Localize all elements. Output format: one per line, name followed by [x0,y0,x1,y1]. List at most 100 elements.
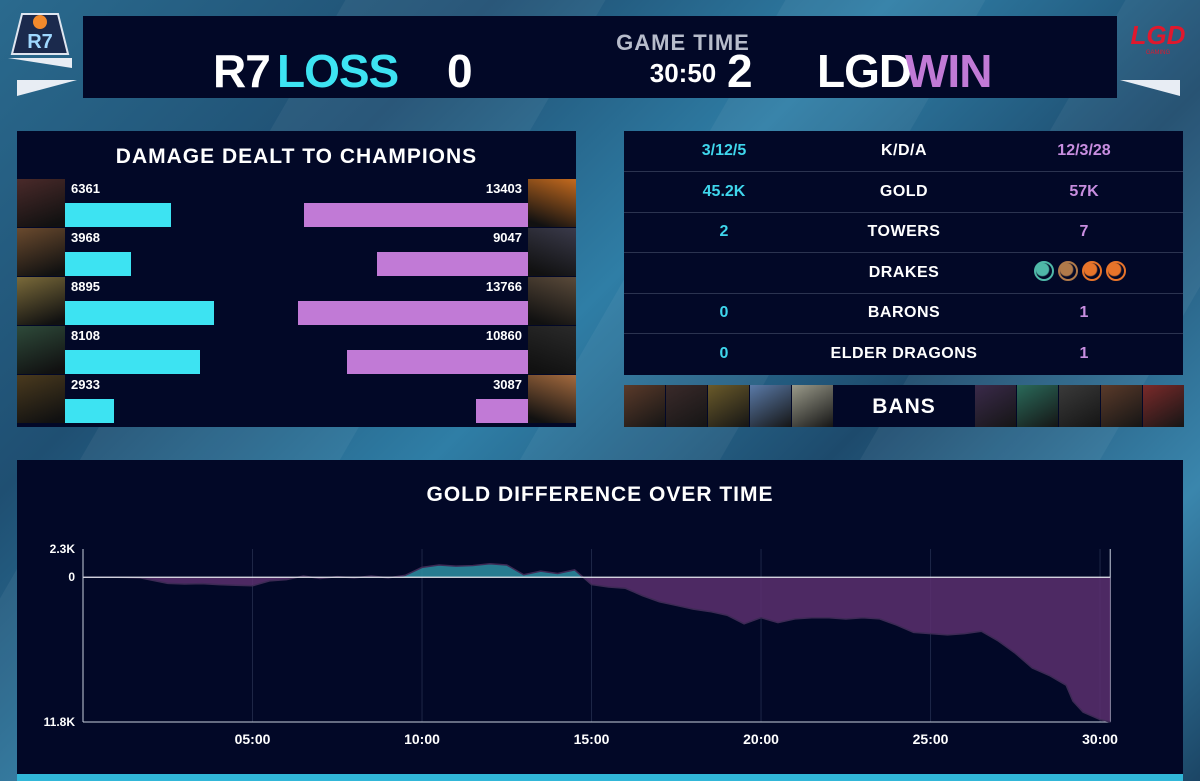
right-team-result: WIN [905,45,992,97]
header-right-notch [1120,80,1180,96]
damage-row: 2933 3087 [17,375,576,424]
infernal-drake-icon [1106,260,1126,281]
right-damage-value: 9047 [493,230,522,245]
damage-row: 3968 9047 [17,228,576,277]
gold-difference-chart: 2.3K 0 11.8K 05:00 10:00 15:00 20:00 25:00 30:00 [44,542,1119,747]
left-stat-value: 0 [719,304,729,322]
left-damage-bar [65,350,200,374]
champion-portrait-icon [17,326,65,375]
stat-label: DRAKES [868,263,940,281]
y-tick-label: 11.8K [44,715,76,729]
right-stat-value: 1 [1079,304,1089,322]
x-tick-label: 30:00 [1082,731,1118,747]
stat-label: TOWERS [867,223,941,241]
stat-row: 3/12/5 K/D/A 12/3/28 [624,131,1183,172]
left-damage-value: 6361 [71,181,100,196]
champion-portrait-icon [17,228,65,277]
damage-row: 8108 10860 [17,326,576,375]
left-damage-value: 2933 [71,377,100,392]
bans-label: BANS [872,395,936,418]
stat-row: 45.2K GOLD 57K [624,172,1183,213]
banned-champion-icon [666,385,707,427]
banned-champion-icon [624,385,665,427]
bottom-accent-strip [17,774,1183,781]
stat-label: BARONS [867,304,941,322]
right-damage-bar [347,350,528,374]
x-tick-label: 15:00 [574,731,610,747]
banned-champion-icon [792,385,833,427]
right-damage-bar [476,399,528,423]
x-tick-label: 25:00 [913,731,949,747]
right-team-name: LGD [817,45,912,97]
right-damage-value: 3087 [493,377,522,392]
banned-champion-icon [1101,385,1142,427]
game-time-label: GAME TIME [616,30,750,55]
gold-difference-line [83,562,1111,723]
banned-champion-icon [1143,385,1184,427]
right-stat-value: 12/3/28 [1057,142,1111,159]
damage-panel-title: DAMAGE DEALT TO CHAMPIONS [115,145,478,168]
left-damage-bar [65,399,114,423]
banned-champion-icon [708,385,749,427]
stat-row: 0 ELDER DRAGONS 1 [624,334,1183,374]
champion-portrait-icon [528,228,576,277]
lgd-logo-text: LGD [1131,20,1186,50]
left-stat-value: 45.2K [702,182,746,200]
champion-portrait-icon [528,277,576,326]
right-damage-bar [377,252,528,276]
champion-portrait-icon [528,375,576,424]
right-damage-value: 10860 [485,328,522,343]
banned-champion-icon [1059,385,1100,427]
champion-portrait-icon [17,179,65,228]
game-time-value: 30:50 [649,58,717,88]
right-stat-value: 57K [1069,182,1099,200]
stat-label: K/D/A [880,142,928,159]
champion-portrait-icon [17,277,65,326]
stat-row: 2 TOWERS 7 [624,212,1183,254]
x-tick-label: 05:00 [235,731,271,747]
bans-bar: BANS [624,385,1184,427]
y-tick-label: 0 [68,570,75,584]
gold-lead-area-purple [83,577,1111,722]
champion-portrait-icon [17,375,65,424]
gold-difference-panel: GOLD DIFFERENCE OVER TIME 2.3K 0 11.8K 05:0… [17,460,1183,774]
right-damage-bar [298,301,528,325]
left-team-result: LOSS [277,45,399,97]
champion-portrait-icon [528,179,576,228]
left-damage-value: 8108 [71,328,100,343]
champion-portrait-icon [528,326,576,375]
right-stat-value: 7 [1079,223,1089,241]
damage-panel: DAMAGE DEALT TO CHAMPIONS 6361 13403 3968 9… [17,131,576,427]
left-stat-value: 2 [719,223,729,241]
mountain-drake-icon [1058,260,1078,281]
banned-champion-icon [975,385,1016,427]
right-damage-value: 13766 [485,279,522,294]
right-stat-value: 1 [1079,345,1089,362]
right-damage-bar [304,203,528,227]
left-damage-value: 3968 [71,230,100,245]
damage-row: 6361 13403 [17,179,576,228]
left-damage-bar [65,203,171,227]
x-tick-label: 20:00 [743,731,779,747]
right-team-score: 2 [727,45,753,97]
right-drakes-icons [1034,260,1130,285]
x-tick-label: 10:00 [404,731,440,747]
r7-team-logo: R7 [8,8,72,68]
team-stats-table: 3/12/5 K/D/A 12/3/28 45.2K GOLD 57K 2 TOWERS 7 DR… [624,131,1183,375]
right-damage-value: 13403 [485,181,522,196]
stat-row: DRAKES [624,253,1183,294]
left-damage-bar [65,252,131,276]
lgd-logo-subtext: GAMING [1146,50,1171,56]
damage-row: 8895 13766 [17,277,576,326]
banned-champion-icon [750,385,791,427]
scoreboard-header: R7 LOSS 0 GAME TIME 30:50 2 LGD WIN [83,16,1117,98]
stat-row: 0 BARONS 1 [624,293,1183,335]
lgd-team-logo: LGD GAMING [1122,18,1194,68]
stat-label: GOLD [879,182,929,200]
stat-label: ELDER DRAGONS [830,345,978,362]
left-stat-value: 0 [719,345,729,362]
left-team-name: R7 [213,45,271,97]
y-tick-label: 2.3K [50,542,76,556]
infernal-drake-icon [1082,260,1102,281]
banned-champion-icon [1017,385,1058,427]
